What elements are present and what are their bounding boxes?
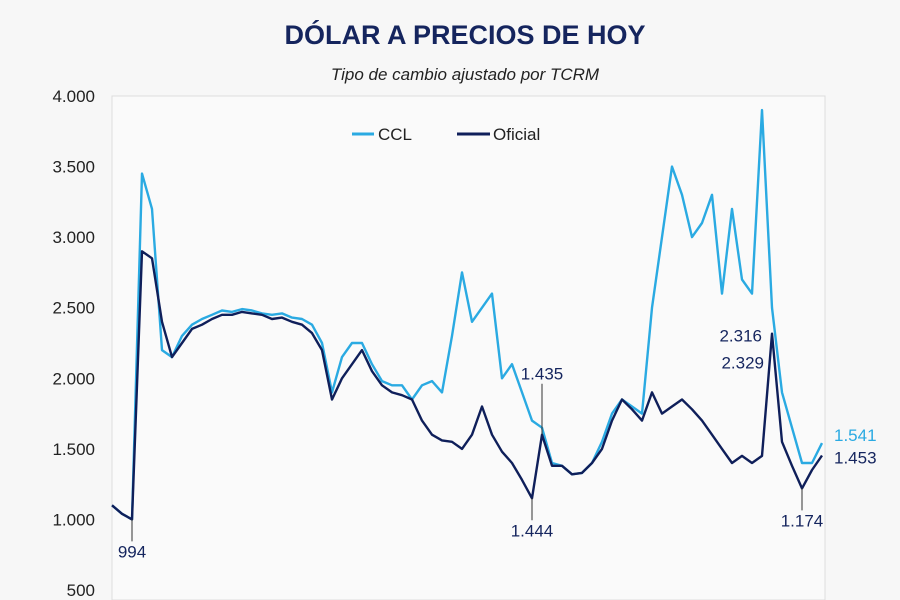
- plot-area: [111, 95, 826, 600]
- legend-label-ccl: CCL: [378, 125, 412, 144]
- y-tick-label: 2.000: [52, 369, 95, 388]
- chart-title: DÓLAR A PRECIOS DE HOY: [284, 19, 645, 50]
- y-tick-label: 4.000: [52, 87, 95, 106]
- series-line-oficial: [111, 250, 823, 521]
- y-tick-label: 1.000: [52, 510, 95, 529]
- y-tick-label: 500: [67, 581, 95, 600]
- chart-subtitle: Tipo de cambio ajustado por TCRM: [331, 65, 600, 84]
- legend-label-oficial: Oficial: [493, 125, 540, 144]
- data-label: 2.329: [721, 354, 764, 373]
- data-label: 1.435: [521, 365, 564, 384]
- data-label: 994: [118, 542, 146, 561]
- y-tick-label: 3.000: [52, 228, 95, 247]
- series-line-ccl: [111, 108, 824, 521]
- data-label: 1.541: [834, 426, 877, 445]
- y-tick-label: 2.500: [52, 299, 95, 318]
- legend: CCL Oficial: [352, 125, 540, 144]
- data-label: 1.174: [781, 511, 824, 530]
- data-label: 1.444: [511, 521, 554, 540]
- data-label: 2.316: [719, 327, 762, 346]
- y-tick-label: 1.500: [52, 440, 95, 459]
- y-tick-label: 3.500: [52, 158, 95, 177]
- data-label: 1.453: [834, 448, 877, 467]
